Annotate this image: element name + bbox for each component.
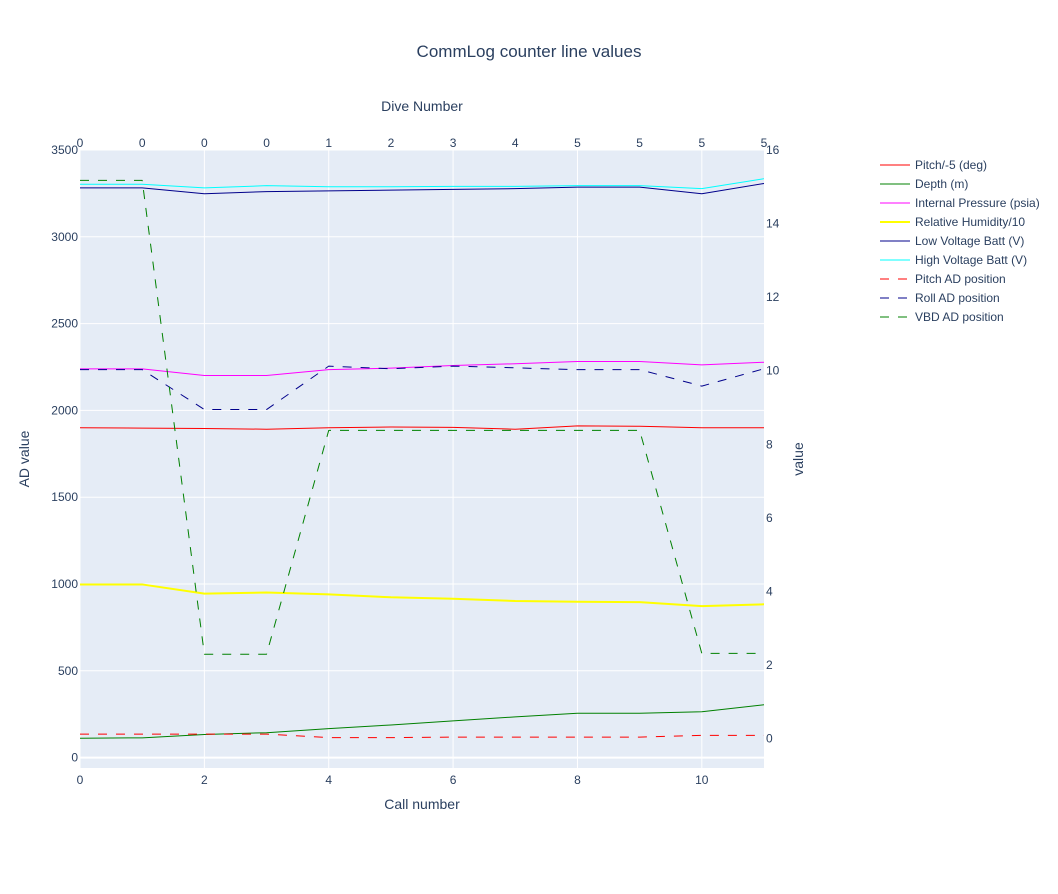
series-layer — [79, 178, 765, 739]
x-tick-label: 10 — [695, 773, 709, 787]
x2-tick-label: 3 — [450, 136, 457, 150]
x2-tick-label: 5 — [574, 136, 581, 150]
y-tick-label: 1500 — [51, 490, 78, 504]
legend-label: VBD AD position — [915, 310, 1004, 324]
x-tick-label: 6 — [450, 773, 457, 787]
legend-item-internal-pressure-psia[interactable]: Internal Pressure (psia) — [880, 196, 1040, 210]
series-line-relative-humidity-10 — [80, 583, 765, 608]
legend-item-pitch-ad-position[interactable]: Pitch AD position — [880, 272, 1006, 286]
y2-tick-label: 4 — [766, 584, 773, 598]
x2-tick-label: 0 — [263, 136, 270, 150]
legend-item-relative-humidity-10[interactable]: Relative Humidity/10 — [880, 215, 1025, 229]
y-tick-label: 0 — [71, 751, 78, 765]
grid — [79, 149, 764, 768]
y2-tick-label: 0 — [766, 732, 773, 746]
legend-item-vbd-ad-position[interactable]: VBD AD position — [880, 310, 1004, 324]
legend-label: High Voltage Batt (V) — [915, 253, 1027, 267]
x2-tick-label: 5 — [698, 136, 705, 150]
legend-label: Low Voltage Batt (V) — [915, 234, 1024, 248]
y2-tick-label: 14 — [766, 217, 780, 231]
x2-tick-label: 2 — [388, 136, 395, 150]
tick-layer: 0 2 4 6 8 100 0 0 0 1 2 3 4 5 5 5 5050010001500200025003… — [51, 136, 779, 787]
x2-axis-title: Dive Number — [381, 98, 463, 114]
legend-label: Relative Humidity/10 — [915, 215, 1025, 229]
series-line-internal-pressure-psia — [80, 361, 765, 376]
y2-axis-title: value — [790, 442, 806, 476]
x-tick-label: 4 — [325, 773, 332, 787]
x2-tick-label: 1 — [325, 136, 332, 150]
y2-tick-label: 6 — [766, 511, 773, 525]
legend: Pitch/-5 (deg) Depth (m) Internal Pressure… — [880, 158, 1040, 324]
series-line-roll-ad-position — [80, 365, 765, 411]
series-line-pitch-5-deg — [79, 425, 764, 430]
legend-label: Pitch/-5 (deg) — [915, 158, 987, 172]
x2-tick-label: 4 — [512, 136, 519, 150]
series-line-low-voltage-batt-v — [80, 182, 765, 195]
x2-tick-label: 0 — [201, 136, 208, 150]
y-tick-label: 1000 — [51, 577, 78, 591]
chart-title: CommLog counter line values — [417, 42, 642, 61]
legend-item-pitch-5-deg[interactable]: Pitch/-5 (deg) — [880, 158, 987, 172]
y2-tick-label: 12 — [766, 290, 780, 304]
y-tick-label: 2000 — [51, 403, 78, 417]
x2-tick-label: 5 — [761, 136, 768, 150]
y2-tick-label: 8 — [766, 437, 773, 451]
y-tick-label: 3500 — [51, 143, 78, 157]
legend-label: Roll AD position — [915, 291, 1000, 305]
series-line-depth-m — [79, 704, 765, 739]
y2-tick-label: 2 — [766, 658, 773, 672]
series-line-high-voltage-batt-v — [80, 178, 765, 190]
x-axis-title: Call number — [384, 796, 460, 812]
legend-label: Depth (m) — [915, 177, 968, 191]
legend-item-depth-m[interactable]: Depth (m) — [880, 177, 968, 191]
y2-tick-label: 16 — [766, 143, 780, 157]
series-line-pitch-ad-position — [80, 733, 764, 739]
y2-tick-label: 10 — [766, 364, 780, 378]
x-tick-label: 8 — [574, 773, 581, 787]
y-tick-label: 2500 — [51, 317, 78, 331]
legend-item-high-voltage-batt-v[interactable]: High Voltage Batt (V) — [880, 253, 1027, 267]
x2-tick-label: 5 — [636, 136, 643, 150]
legend-label: Internal Pressure (psia) — [915, 196, 1040, 210]
legend-item-low-voltage-batt-v[interactable]: Low Voltage Batt (V) — [880, 234, 1024, 248]
y-tick-label: 3000 — [51, 230, 78, 244]
plot-background — [80, 150, 764, 768]
legend-label: Pitch AD position — [915, 272, 1006, 286]
x2-tick-label: 0 — [77, 136, 84, 150]
legend-item-roll-ad-position[interactable]: Roll AD position — [880, 291, 1000, 305]
x-tick-label: 0 — [77, 773, 84, 787]
x-tick-label: 2 — [201, 773, 208, 787]
x2-tick-label: 0 — [139, 136, 146, 150]
y-axis-title: AD value — [16, 430, 32, 487]
y-tick-label: 500 — [58, 664, 78, 678]
